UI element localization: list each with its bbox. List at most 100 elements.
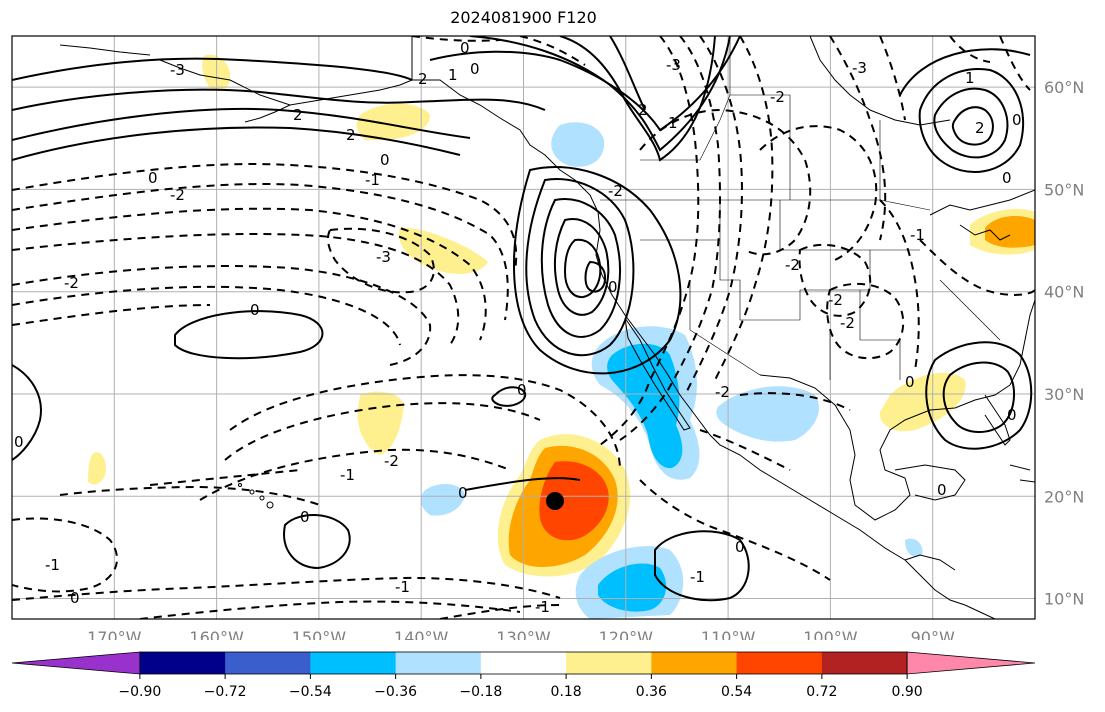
- colorbar-tick-label: −0.54: [289, 684, 332, 700]
- colorbar-tick-label: −0.36: [374, 684, 417, 700]
- contour-label: -1: [45, 556, 60, 574]
- positive-anomaly-patch: [88, 452, 106, 485]
- map-frame: [11, 35, 1036, 620]
- colorbar-tick-label: 0.90: [892, 684, 923, 700]
- contour-label: 0: [517, 381, 527, 399]
- colorbar-ticks: −0.90 −0.72 −0.54 −0.36 −0.18 0.18 0.36 0.54 0.7…: [118, 674, 923, 700]
- map-title: 2024081900 F120: [450, 8, 597, 27]
- contour-label: 2: [638, 101, 648, 119]
- contour-label: -2: [785, 256, 800, 274]
- latitude-label: 30°N: [1044, 385, 1084, 404]
- negative-anomaly-lightblue: [716, 386, 819, 442]
- contour-label: 0: [148, 169, 158, 187]
- contour-label: 1: [668, 114, 678, 132]
- latitude-label: 10°N: [1044, 590, 1084, 609]
- latitude-label: 40°N: [1044, 283, 1084, 302]
- latitude-label: 60°N: [1044, 78, 1084, 97]
- colorbar-segment: [566, 652, 652, 674]
- contour-label: 0: [70, 589, 80, 607]
- contour-label: 0: [300, 508, 310, 526]
- longitude-label: 130°W: [496, 628, 551, 640]
- contour-label: -2: [828, 291, 843, 309]
- colorbar-tick-label: 0.36: [636, 684, 667, 700]
- colorbar-outline: [139, 651, 908, 675]
- longitude-label: 100°W: [803, 628, 858, 640]
- contour-label: -2: [608, 182, 623, 200]
- colorbar-segment: [736, 652, 823, 674]
- contour-label: 0: [1007, 406, 1017, 424]
- colorbar-tick-label: −0.72: [204, 684, 247, 700]
- positive-anomaly-patch: [356, 103, 430, 141]
- contour-label: -1: [395, 578, 410, 596]
- colorbar-segments: [11, 651, 1036, 675]
- contour-labels: 0 0 1 2 -3 2 2 0 -1 0 -2 -3 -2 0 0 -1 -2…: [14, 39, 1022, 616]
- longitude-label: 170°W: [87, 628, 142, 640]
- latitude-labels: 10°N 20°N 30°N 40°N 50°N 60°N: [1044, 78, 1084, 608]
- contour-label: -2: [170, 186, 185, 204]
- contour-label: -1: [365, 171, 380, 189]
- colorbar-segment: [395, 652, 482, 674]
- colorbar-segment: [225, 652, 311, 674]
- negative-anomaly-lightblue: [551, 122, 605, 167]
- colorbar-segment: [821, 652, 908, 674]
- contour-label: 0: [937, 481, 947, 499]
- longitude-label: 90°W: [911, 628, 955, 640]
- contour-label: -2: [770, 88, 785, 106]
- contour-label: 0: [1012, 111, 1022, 129]
- longitude-labels: 170°W 160°W 150°W 140°W 130°W 120°W 110°W 100°W…: [87, 628, 955, 640]
- contour-label: 0: [458, 484, 468, 502]
- contour-label: -2: [715, 383, 730, 401]
- contour-label: 2: [418, 70, 428, 88]
- longitude-label: 110°W: [701, 628, 756, 640]
- contour-label: 0: [1002, 169, 1012, 187]
- colorbar-tick-label: 0.54: [721, 684, 752, 700]
- contour-label: 2: [975, 119, 985, 137]
- contour-label: -2: [840, 314, 855, 332]
- colorbar-segment: [651, 652, 738, 674]
- negative-anomaly-lightblue: [420, 483, 465, 516]
- contour-label: -3: [376, 248, 391, 266]
- contour-label: -3: [666, 56, 681, 74]
- longitude-label: 160°W: [189, 628, 244, 640]
- contour-label: 0: [470, 60, 480, 78]
- negative-anomaly-blue: [598, 563, 667, 612]
- contour-label: -1: [535, 598, 550, 616]
- contour-label: 2: [346, 126, 356, 144]
- contour-label: -1: [340, 466, 355, 484]
- dashed-contours: [12, 36, 1035, 619]
- colorbar-segment: [139, 652, 226, 674]
- colorbar-extend-min: [11, 651, 141, 675]
- contour-label: 1: [965, 69, 975, 87]
- colorbar: −0.90 −0.72 −0.54 −0.36 −0.18 0.18 0.36 0.54 0.7…: [11, 651, 1036, 700]
- longitude-label: 150°W: [292, 628, 347, 640]
- latitude-label: 50°N: [1044, 180, 1084, 199]
- contour-label: 0: [735, 538, 745, 556]
- map-plot-area: 0 0 1 2 -3 2 2 0 -1 0 -2 -3 -2 0 0 -1 -2…: [12, 36, 1035, 619]
- storm-center-marker: [546, 492, 564, 510]
- solid-contours: [12, 36, 1033, 602]
- contour-label: 2: [293, 106, 303, 124]
- colorbar-segment: [480, 652, 567, 674]
- colorbar-extend-max: [906, 651, 1036, 675]
- contour-label: 0: [608, 278, 618, 296]
- contour-label: 0: [380, 151, 390, 169]
- contour-label: 0: [250, 301, 260, 319]
- negative-anomaly-lightblue: [905, 538, 923, 557]
- colorbar-tick-label: 0.72: [806, 684, 837, 700]
- contour-label: -3: [852, 59, 867, 77]
- colorbar-tick-label: 0.18: [551, 684, 582, 700]
- contour-label: -2: [64, 274, 79, 292]
- colorbar-segment: [310, 652, 397, 674]
- colorbar-tick-label: −0.90: [118, 684, 161, 700]
- contour-label: 0: [460, 39, 470, 57]
- contour-label: -1: [690, 568, 705, 586]
- contour-label: 1: [448, 66, 458, 84]
- contour-label: 0: [905, 373, 915, 391]
- positive-anomaly-patch: [357, 391, 404, 455]
- longitude-label: 120°W: [599, 628, 654, 640]
- contour-label: -3: [170, 61, 185, 79]
- forecast-map: 0 0 1 2 -3 2 2 0 -1 0 -2 -3 -2 0 0 -1 -2…: [11, 35, 1084, 640]
- grid-lines: [12, 36, 1035, 619]
- contour-label: 0: [14, 433, 24, 451]
- positive-anomaly-orange-patch: [985, 216, 1035, 248]
